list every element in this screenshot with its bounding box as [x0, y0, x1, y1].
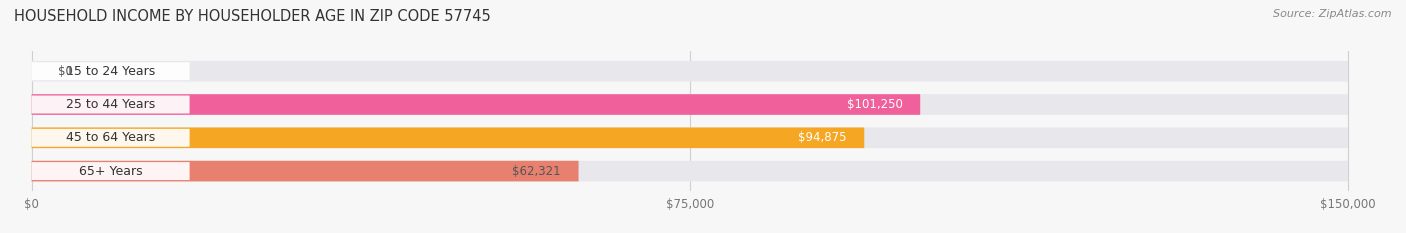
FancyBboxPatch shape: [31, 161, 578, 182]
Text: 65+ Years: 65+ Years: [79, 164, 142, 178]
FancyBboxPatch shape: [31, 162, 190, 180]
Text: $101,250: $101,250: [846, 98, 903, 111]
FancyBboxPatch shape: [31, 129, 190, 147]
FancyBboxPatch shape: [31, 127, 865, 148]
FancyBboxPatch shape: [31, 61, 1348, 82]
FancyBboxPatch shape: [31, 94, 920, 115]
Text: 45 to 64 Years: 45 to 64 Years: [66, 131, 155, 144]
FancyBboxPatch shape: [31, 62, 190, 80]
Text: Source: ZipAtlas.com: Source: ZipAtlas.com: [1274, 9, 1392, 19]
FancyBboxPatch shape: [31, 127, 1348, 148]
FancyBboxPatch shape: [31, 94, 1348, 115]
Text: 15 to 24 Years: 15 to 24 Years: [66, 65, 155, 78]
Text: HOUSEHOLD INCOME BY HOUSEHOLDER AGE IN ZIP CODE 57745: HOUSEHOLD INCOME BY HOUSEHOLDER AGE IN Z…: [14, 9, 491, 24]
Text: 25 to 44 Years: 25 to 44 Years: [66, 98, 155, 111]
FancyBboxPatch shape: [31, 161, 1348, 182]
Text: $0: $0: [58, 65, 73, 78]
Text: $94,875: $94,875: [799, 131, 846, 144]
FancyBboxPatch shape: [31, 96, 190, 113]
Text: $62,321: $62,321: [512, 164, 561, 178]
